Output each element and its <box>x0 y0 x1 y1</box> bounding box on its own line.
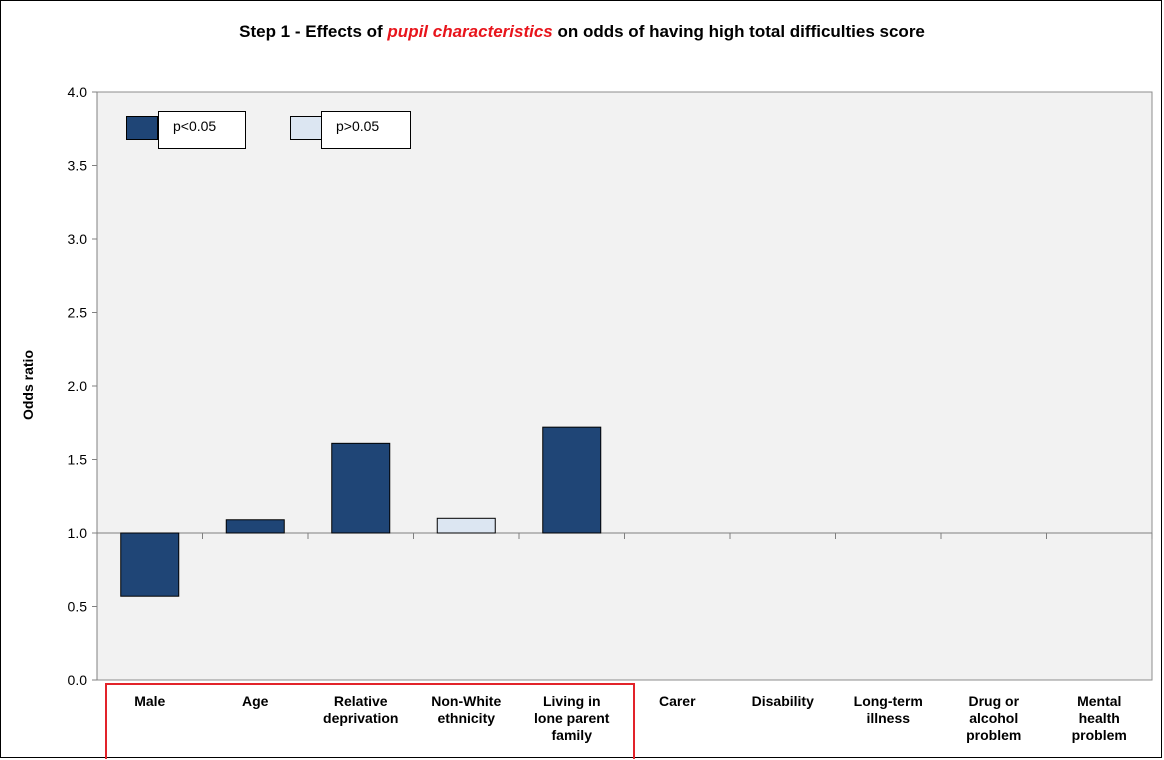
legend-label-significant: p<0.05 <box>158 111 246 149</box>
plot-area <box>96 91 1153 681</box>
bar <box>436 517 496 534</box>
title-part-1: Step 1 - Effects of <box>239 22 388 41</box>
y-tick-label: 0.0 <box>68 672 88 688</box>
x-category-label-line: Drug or <box>968 693 1020 709</box>
x-category-label-line: Male <box>134 693 166 709</box>
y-tick-label: 2.0 <box>68 378 88 394</box>
x-category-label-line: Mental <box>1077 693 1122 709</box>
x-category-label-line: lone parent <box>534 710 610 726</box>
y-tick-label: 0.5 <box>68 599 88 615</box>
legend-swatch-significant <box>126 116 158 140</box>
x-category-label: Non-White ethnicity <box>416 693 516 727</box>
x-category-label: Drug or alcohol problem <box>944 693 1044 744</box>
x-category-label: Relative deprivation <box>311 693 411 727</box>
x-category-label-line: problem <box>1071 727 1127 743</box>
y-tick-label: 3.5 <box>68 158 88 174</box>
x-category-label: Mental health problem <box>1049 693 1149 744</box>
bar <box>542 426 602 534</box>
y-tick-label: 3.0 <box>68 231 88 247</box>
x-category-label: Carer <box>627 693 727 710</box>
y-tick-label: 4.0 <box>68 84 88 100</box>
legend-label-not-significant: p>0.05 <box>321 111 411 149</box>
y-tick-label: 1.5 <box>68 452 88 468</box>
bar <box>120 532 180 597</box>
x-category-label-line: ethnicity <box>437 710 496 726</box>
x-category-label: Male <box>100 693 200 710</box>
bar <box>331 442 391 534</box>
legend-swatch-not-significant <box>290 116 322 140</box>
x-category-label-line: Non-White <box>431 693 502 709</box>
title-part-3: on odds of having high total difficultie… <box>552 22 925 41</box>
y-tick-label: 2.5 <box>68 305 88 321</box>
x-category-label: Age <box>205 693 305 710</box>
x-category-label-line: health <box>1078 710 1120 726</box>
x-category-label-line: Disability <box>751 693 814 709</box>
y-tick-label: 1.0 <box>68 525 88 541</box>
chart-title: Step 1 - Effects of pupil characteristic… <box>0 22 1164 42</box>
x-category-label-line: alcohol <box>969 710 1019 726</box>
x-category-label-line: Age <box>242 693 269 709</box>
x-category-label: Disability <box>733 693 833 710</box>
x-category-label-line: family <box>551 727 592 743</box>
title-highlight: pupil characteristics <box>387 22 553 41</box>
x-category-label: Living in lone parent family <box>522 693 622 744</box>
x-category-label-line: Living in <box>542 693 601 709</box>
x-category-label-line: deprivation <box>323 710 399 726</box>
x-category-label: Long-term illness <box>838 693 938 727</box>
x-category-label-line: Carer <box>658 693 696 709</box>
x-category-label-line: problem <box>966 727 1022 743</box>
bar <box>225 519 285 534</box>
x-category-label-line: illness <box>866 710 911 726</box>
highlight-box <box>105 683 635 759</box>
x-category-label-line: Relative <box>333 693 388 709</box>
x-category-label-line: Long-term <box>853 693 923 709</box>
